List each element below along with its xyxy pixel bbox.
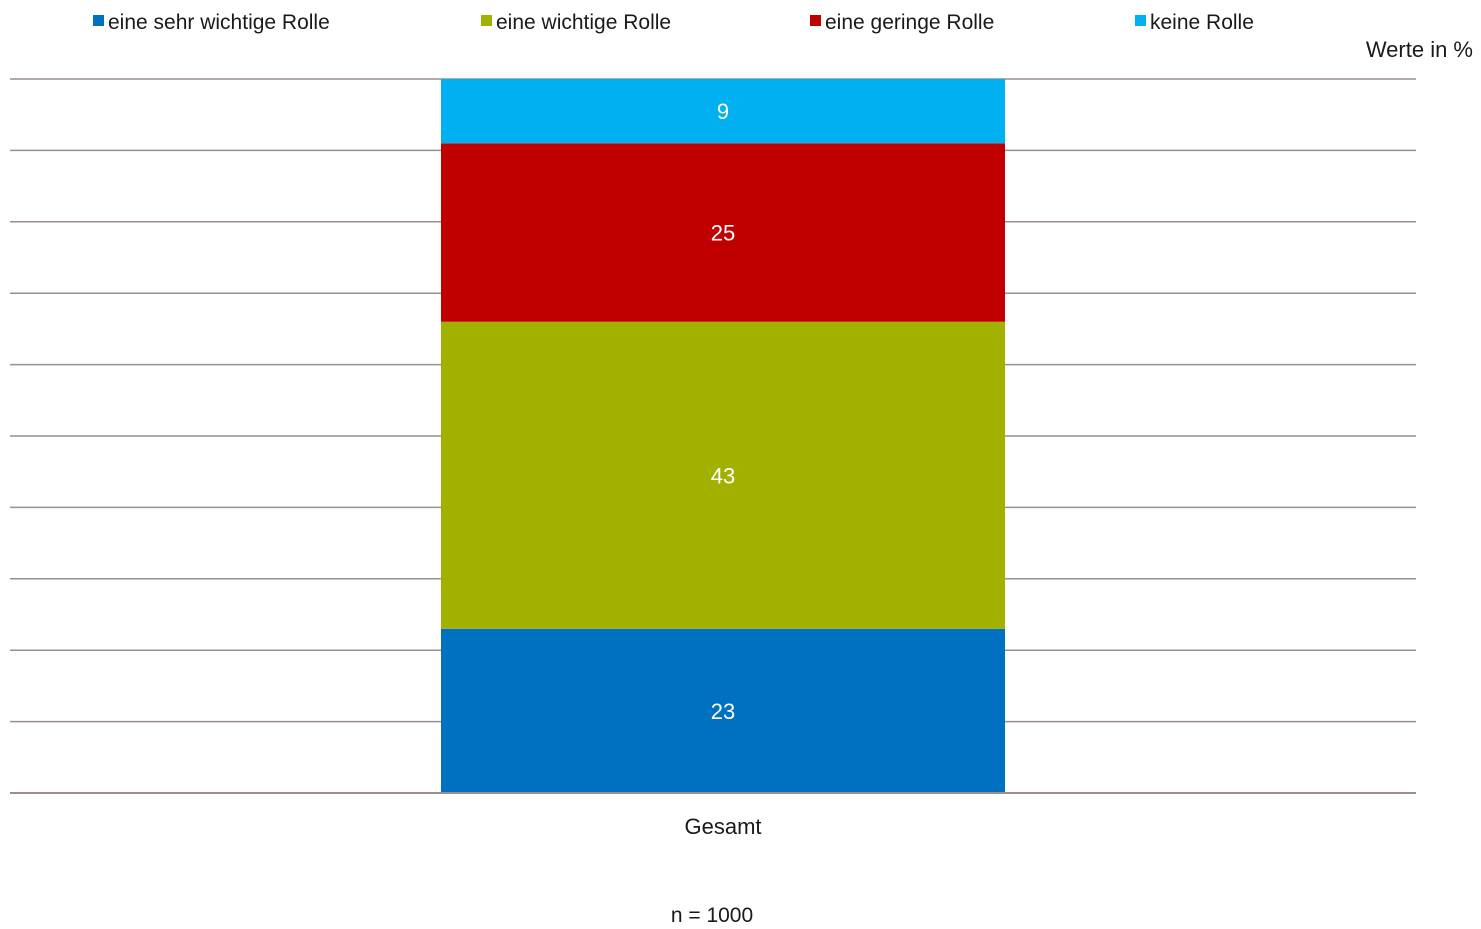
- legend-item-sehr-wichtig: eine sehr wichtige Rolle: [93, 10, 330, 36]
- units-label: Werte in %: [1365, 37, 1473, 62]
- x-axis: Gesamt: [10, 792, 1416, 839]
- data-label-1: 23: [711, 699, 735, 724]
- legend-item-keine: keine Rolle: [1135, 10, 1254, 36]
- legend-swatch-wichtig: [481, 14, 492, 26]
- legend-item-wichtig: eine wichtige Rolle: [481, 10, 671, 36]
- bar-segment-1: [441, 628, 1005, 793]
- data-labels: 23 43 25 9: [711, 99, 735, 724]
- sample-size-note: n = 1000: [670, 904, 754, 927]
- legend-label-keine: keine Rolle: [1150, 11, 1254, 34]
- legend-label-wichtig: eine wichtige Rolle: [496, 11, 672, 34]
- data-label-4: 9: [717, 99, 729, 124]
- data-label-3: 25: [711, 221, 735, 246]
- category-label: Gesamt: [684, 814, 761, 839]
- legend-label-sehr-wichtig: eine sehr wichtige Rolle: [108, 11, 330, 34]
- stacked-bar: [441, 79, 1005, 793]
- legend-swatch-keine: [1135, 14, 1146, 26]
- bar-segment-2: [441, 321, 1005, 629]
- bar-segment-3: [441, 143, 1005, 322]
- legend-label-gering: eine geringe Rolle: [825, 11, 995, 34]
- legend-swatch-gering: [810, 14, 821, 26]
- legend-swatch-sehr-wichtig: [93, 14, 104, 26]
- data-label-2: 43: [711, 463, 735, 488]
- bar-segment-4: [441, 79, 1005, 144]
- legend-item-gering: eine geringe Rolle: [810, 10, 994, 36]
- legend: eine sehr wichtige Rolle eine wichtige R…: [0, 10, 1481, 38]
